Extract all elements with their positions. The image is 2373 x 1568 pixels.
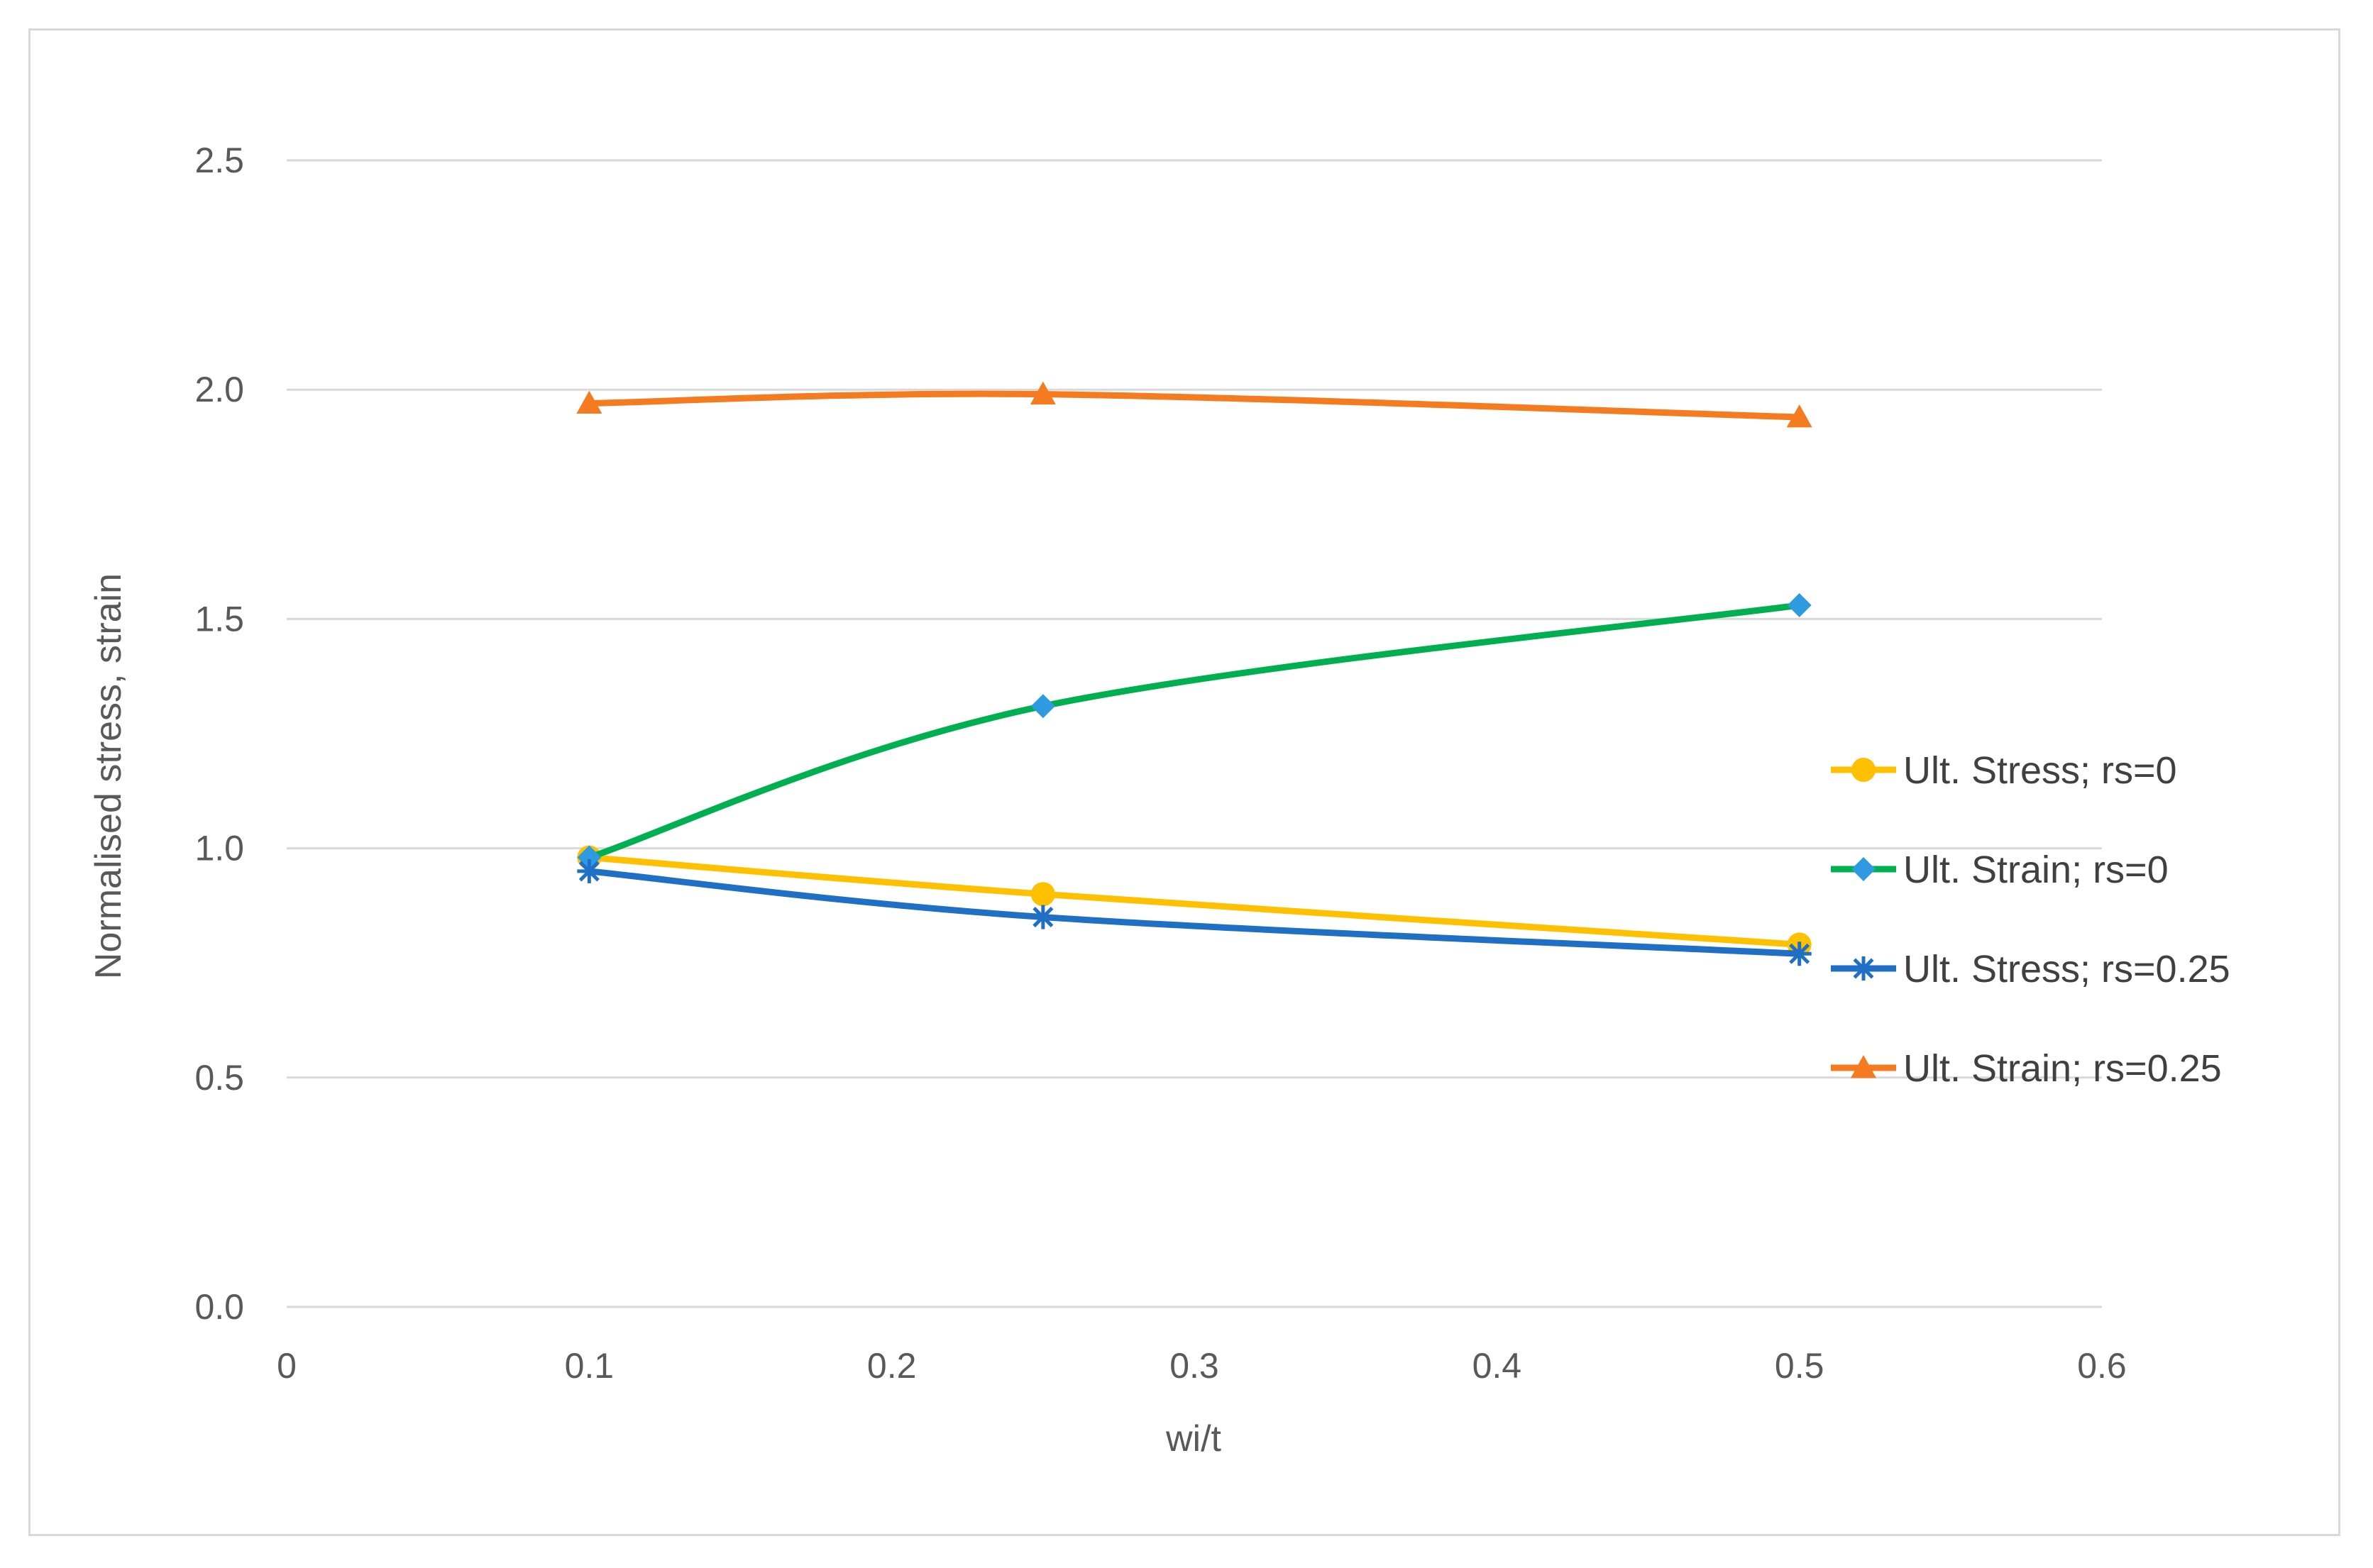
x-tick-label: 0.2	[867, 1346, 917, 1386]
legend-label: Ult. Strain; rs=0	[1903, 849, 2169, 891]
x-tick-label: 0.5	[1775, 1346, 1824, 1386]
series-line	[585, 602, 1803, 861]
y-tick-label: 2.5	[194, 140, 244, 180]
x-tick-label: 0.3	[1169, 1346, 1219, 1386]
data-point	[1030, 882, 1055, 907]
data-point	[1851, 857, 1876, 881]
y-tick-label: 0.0	[194, 1287, 244, 1327]
chart-area	[28, 28, 2340, 1536]
legend: Ult. Stress; rs=0 Ult. Strain; rs=0 Ult. S…	[1831, 749, 2230, 1090]
x-tick-label: 0.4	[1472, 1346, 1522, 1386]
legend-entry: Ult. Stress; rs=0	[1831, 749, 2177, 792]
data-point	[1851, 758, 1876, 782]
y-tick-labels: 0.0 0.5 1.0 1.5 2.0 2.5	[194, 140, 244, 1327]
data-point	[1787, 593, 1812, 618]
data-point	[1787, 942, 1812, 966]
y-tick-label: 1.0	[194, 829, 244, 868]
data-point	[577, 858, 602, 883]
data-point	[1851, 1055, 1876, 1078]
x-tick-labels: 0 0.1 0.2 0.3 0.4 0.5 0.6	[277, 1346, 2127, 1386]
data-point	[1030, 694, 1055, 719]
series-line	[585, 868, 1803, 957]
legend-entry: Ult. Strain; rs=0	[1831, 849, 2169, 891]
series-3	[577, 858, 1812, 966]
legend-label: Ult. Stress; rs=0.25	[1903, 948, 2230, 990]
y-tick-label: 2.0	[194, 370, 244, 409]
legend-entry: Ult. Stress; rs=0.25	[1831, 948, 2230, 990]
x-tick-label: 0.1	[565, 1346, 615, 1386]
data-point	[1851, 956, 1876, 981]
data-point	[1030, 905, 1055, 929]
data-point	[1030, 381, 1056, 405]
series-2	[577, 593, 1812, 870]
y-tick-label: 1.5	[194, 599, 244, 639]
series-lines	[576, 381, 1812, 966]
series-4	[576, 381, 1812, 428]
x-tick-label: 0	[277, 1346, 297, 1386]
y-tick-label: 0.5	[194, 1058, 244, 1098]
y-axis-title: Normalised stress, strain	[88, 573, 129, 979]
data-point	[576, 390, 602, 414]
gridlines	[287, 159, 2102, 1308]
series-1	[577, 845, 1812, 957]
series-line	[585, 854, 1803, 948]
x-tick-label: 0.6	[2077, 1346, 2127, 1386]
series-line	[585, 390, 1803, 421]
legend-label: Ult. Stress; rs=0	[1903, 749, 2177, 792]
x-axis-title: wi/t	[1165, 1418, 1222, 1459]
legend-label: Ult. Strain; rs=0.25	[1903, 1047, 2222, 1090]
data-point	[1786, 404, 1812, 428]
legend-entry: Ult. Strain; rs=0.25	[1831, 1047, 2222, 1090]
